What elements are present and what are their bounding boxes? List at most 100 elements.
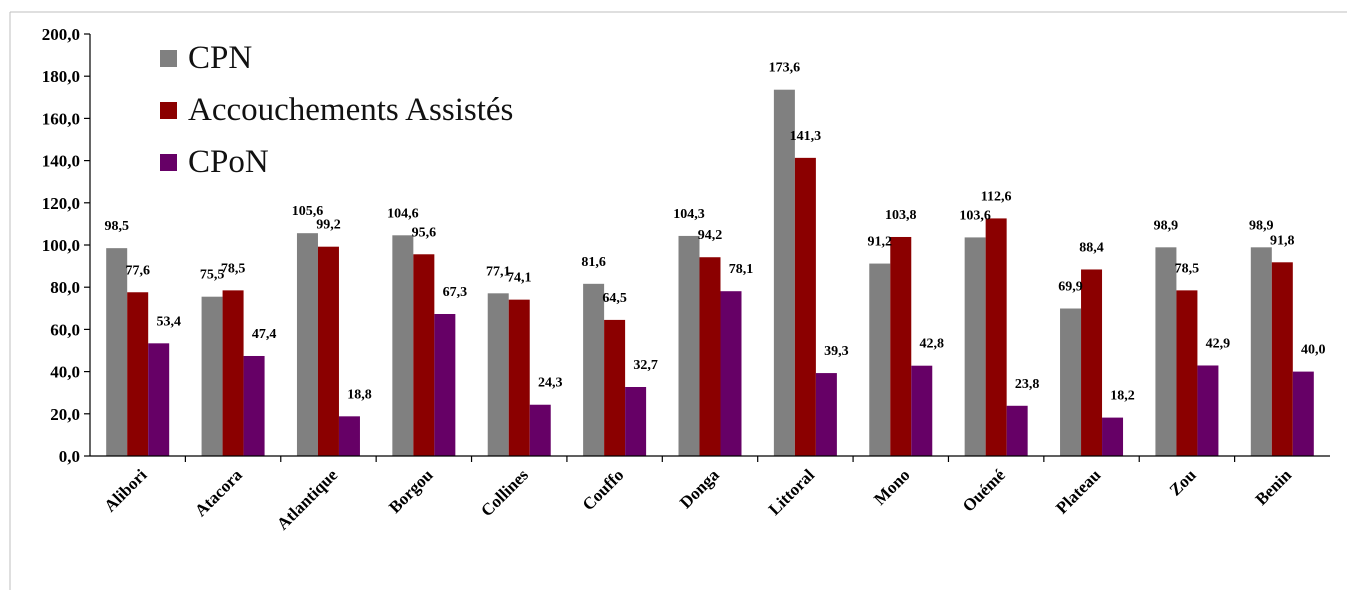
- bar-accouchements-assist-s-plateau: [1081, 269, 1103, 456]
- bar-accouchements-assist-s-borgou: [413, 254, 435, 456]
- data-label: 104,3: [673, 207, 705, 222]
- bar-accouchements-assist-s-donga: [699, 257, 721, 456]
- bar-cpn-alibori: [106, 248, 128, 456]
- data-label: 32,7: [633, 358, 658, 373]
- data-label: 173,6: [769, 61, 801, 76]
- data-label: 103,6: [959, 208, 991, 223]
- bar-accouchements-assist-s-ouémé: [985, 218, 1007, 456]
- bar-cpon-atacora: [243, 355, 265, 456]
- data-label: 24,3: [538, 376, 563, 391]
- bar-accouchements-assist-s-collines: [508, 299, 530, 456]
- y-axis: 0,0 20,0 40,0 60,0 80,0 100,0 120,0 140,0 160,0 1…: [42, 25, 91, 466]
- bar-cpn-atacora: [201, 296, 223, 456]
- data-label: 99,2: [316, 218, 341, 233]
- bar-cpn-plateau: [1060, 308, 1082, 456]
- legend-label: CPoN: [188, 144, 269, 180]
- bar-cpon-borgou: [434, 313, 456, 456]
- bar-cpn-atlantique: [296, 233, 318, 456]
- x-tick-label: Zou: [1166, 465, 1200, 499]
- legend-label: Accouchements Assistés: [188, 92, 513, 128]
- bar-cpon-alibori: [148, 343, 170, 456]
- data-label: 42,9: [1206, 336, 1231, 351]
- data-label: 75,5: [200, 268, 225, 283]
- legend-swatch: [160, 154, 177, 171]
- bar-accouchements-assist-s-atacora: [222, 290, 244, 456]
- bar-accouchements-assist-s-couffo: [604, 319, 626, 456]
- bar-cpn-couffo: [583, 283, 605, 456]
- data-label: 77,6: [125, 263, 150, 278]
- data-label: 78,5: [221, 261, 246, 276]
- data-label: 98,5: [104, 219, 129, 234]
- bar-accouchements-assist-s-zou: [1176, 290, 1198, 456]
- bars-group: [106, 89, 1314, 456]
- data-label: 103,8: [885, 208, 917, 223]
- data-labels-group: 98,577,653,475,578,547,4105,699,218,8104…: [104, 61, 1325, 404]
- x-tick-label: Collines: [477, 465, 532, 520]
- data-label: 98,9: [1249, 218, 1274, 233]
- bar-accouchements-assist-s-littoral: [794, 157, 816, 456]
- data-label: 98,9: [1154, 218, 1179, 233]
- data-label: 39,3: [824, 344, 849, 359]
- data-label: 91,8: [1270, 233, 1295, 248]
- data-label: 112,6: [981, 189, 1012, 204]
- y-tick-label: 80,0: [50, 278, 80, 297]
- data-label: 105,6: [292, 204, 324, 219]
- bar-cpon-ouémé: [1006, 405, 1028, 456]
- bar-cpn-zou: [1155, 247, 1177, 456]
- data-label: 78,1: [729, 262, 754, 277]
- data-label: 18,8: [347, 387, 372, 402]
- y-tick-label: 140,0: [42, 152, 80, 171]
- data-label: 88,4: [1079, 240, 1104, 255]
- data-label: 141,3: [790, 129, 822, 144]
- bar-cpon-plateau: [1102, 417, 1124, 456]
- data-label: 40,0: [1301, 343, 1326, 358]
- data-label: 64,5: [602, 291, 627, 306]
- data-label: 53,4: [156, 314, 181, 329]
- bar-cpn-benin: [1250, 247, 1272, 456]
- y-tick-label: 0,0: [59, 447, 80, 466]
- y-tick-label: 200,0: [42, 25, 80, 44]
- bar-cpn-littoral: [773, 89, 795, 456]
- legend-swatch: [160, 102, 177, 119]
- x-tick-label: Borgou: [385, 465, 437, 517]
- bar-accouchements-assist-s-mono: [890, 236, 912, 456]
- data-label: 18,2: [1110, 389, 1135, 404]
- y-tick-label: 180,0: [42, 67, 80, 86]
- y-tick-label: 40,0: [50, 363, 80, 382]
- y-tick-label: 60,0: [50, 320, 80, 339]
- data-label: 23,8: [1015, 377, 1040, 392]
- bar-accouchements-assist-s-alibori: [127, 292, 149, 456]
- data-label: 78,5: [1175, 261, 1200, 276]
- x-axis: Alibori Atacora Atlantique Borgou Collines Co…: [90, 455, 1330, 534]
- x-tick-label: Plateau: [1052, 465, 1104, 517]
- x-tick-label: Couffo: [579, 465, 628, 514]
- bar-cpon-couffo: [625, 387, 647, 456]
- x-tick-label: Atacora: [191, 465, 246, 520]
- bar-accouchements-assist-s-atlantique: [317, 246, 339, 456]
- x-tick-label: Benin: [1252, 465, 1296, 509]
- data-label: 69,9: [1058, 280, 1083, 295]
- legend-swatch: [160, 50, 177, 67]
- data-label: 81,6: [581, 255, 606, 270]
- bar-accouchements-assist-s-benin: [1271, 262, 1293, 456]
- y-tick-label: 20,0: [50, 405, 80, 424]
- data-label: 77,1: [486, 264, 511, 279]
- bar-cpon-mono: [911, 365, 933, 456]
- x-tick-label: Alibori: [100, 465, 150, 515]
- bar-cpon-atlantique: [338, 416, 360, 456]
- x-tick-label: Mono: [870, 465, 913, 508]
- y-tick-label: 120,0: [42, 194, 80, 213]
- data-label: 104,6: [387, 206, 419, 221]
- bar-cpn-collines: [487, 293, 509, 456]
- x-tick-label: Atlantique: [273, 465, 342, 534]
- legend: CPN Accouchements Assistés CPoN: [160, 40, 513, 180]
- x-tick-label: Ouémé: [959, 465, 1009, 515]
- y-tick-label: 100,0: [42, 236, 80, 255]
- data-label: 95,6: [412, 225, 437, 240]
- data-label: 42,8: [920, 337, 945, 352]
- legend-label: CPN: [188, 40, 252, 76]
- bar-cpon-benin: [1292, 371, 1314, 456]
- y-tick-label: 160,0: [42, 109, 80, 128]
